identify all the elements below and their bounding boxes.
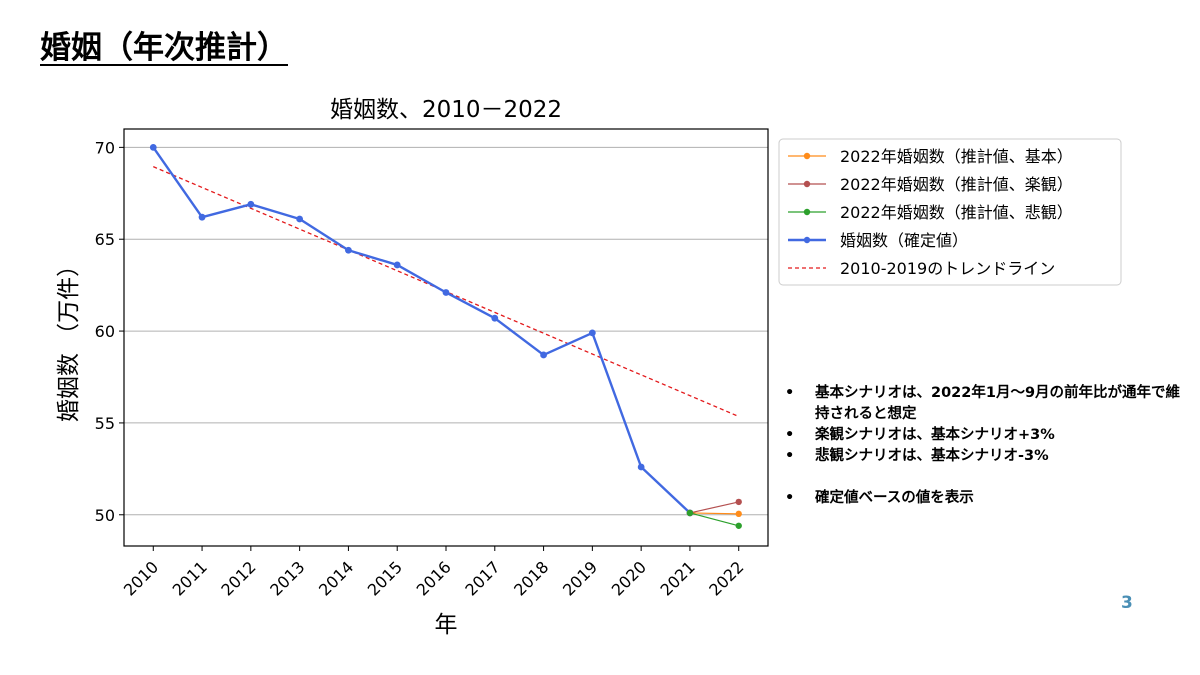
legend-entry-4: 2010-2019のトレンドライン (788, 259, 1055, 278)
legend-entry-3: 婚姻数（確定値） (788, 231, 968, 250)
legend-marker-1 (803, 180, 811, 188)
legend-frame (778, 138, 1122, 286)
legend-entry-0: 2022年婚姻数（推計値、基本） (788, 147, 1073, 166)
legend-marker-0 (803, 152, 811, 160)
x-tick-label-2012: 2012 (217, 557, 259, 599)
series-3 (149, 143, 694, 517)
y-tick-label-65: 65 (95, 230, 115, 249)
note-pessimistic-scenario: 悲観シナリオは、基本シナリオ-3% (785, 446, 1185, 467)
x-tick-label-2021: 2021 (657, 557, 699, 599)
legend-label-3: 婚姻数（確定値） (840, 231, 968, 250)
y-tick-label-55: 55 (95, 414, 115, 433)
legend-label-4: 2010-2019のトレンドライン (840, 259, 1055, 278)
x-tick-label-2013: 2013 (266, 557, 308, 599)
legend-marker-2 (803, 208, 811, 216)
legend-label-1: 2022年婚姻数（推計値、楽観） (840, 175, 1073, 194)
series-3-point-2017 (491, 314, 499, 322)
series-layer (149, 143, 742, 529)
series-2-point-2022 (735, 522, 742, 529)
x-tick-label-2017: 2017 (461, 557, 503, 599)
x-tick-label-2016: 2016 (413, 557, 455, 599)
slide-title: 婚姻（年次推計） (40, 22, 310, 67)
series-3-point-2013 (296, 215, 304, 223)
x-axis-label: 年 (435, 612, 458, 638)
legend-entry-2: 2022年婚姻数（推計値、悲観） (788, 203, 1073, 222)
legend-entry-1: 2022年婚姻数（推計値、楽観） (788, 175, 1073, 194)
x-tick-label-2015: 2015 (364, 557, 406, 599)
series-0-point-2022 (735, 510, 742, 518)
series-1-point-2022 (735, 498, 742, 506)
series-line-0 (689, 512, 739, 515)
series-3-point-2015 (393, 261, 401, 269)
plot-frame (123, 128, 769, 547)
legend-marker-3 (803, 236, 811, 244)
x-tick-label-2019: 2019 (559, 557, 601, 599)
series-line-3 (152, 146, 691, 514)
y-tick-label-70: 70 (95, 138, 115, 157)
series-0 (686, 509, 742, 518)
series-3-point-2012 (247, 200, 255, 208)
note-basic-scenario: 基本シナリオは、2022年1月～9月の前年比が通年で維持されると想定 (785, 383, 1185, 425)
x-tick-label-2010: 2010 (120, 557, 162, 599)
x-tick-label-2014: 2014 (315, 557, 357, 599)
series-3-point-2011 (198, 213, 206, 221)
series-3-point-2019 (588, 329, 596, 337)
legend-label-2: 2022年婚姻数（推計値、悲観） (840, 203, 1073, 222)
x-tick-label-2020: 2020 (608, 557, 650, 599)
series-3-point-2016 (442, 289, 450, 296)
series-2 (686, 509, 742, 529)
series-3-point-2018 (540, 351, 547, 359)
series-3-point-2014 (345, 246, 352, 254)
y-tick-label-50: 50 (95, 506, 115, 525)
series-2-point-2021 (686, 509, 694, 517)
grid-lines (124, 146, 768, 516)
notes-list: 基本シナリオは、2022年1月～9月の前年比が通年で維持されると想定 楽観シナリ… (785, 383, 1185, 509)
slide-title-text: 婚姻（年次推計） (40, 30, 288, 66)
note-optimistic-scenario: 楽観シナリオは、基本シナリオ+3% (785, 425, 1185, 446)
x-axis-ticks: 2010 2011 2012 2013 2014 2015 2016 2017 2018 2019… (120, 546, 748, 600)
legend-label-0: 2022年婚姻数（推計値、基本） (840, 147, 1073, 166)
y-tick-label-60: 60 (95, 322, 115, 341)
y-axis-ticks: 50 55 60 65 70 (95, 138, 124, 525)
note-confirmed-basis: 確定値ベースの値を表示 (785, 488, 1185, 509)
x-tick-label-2022: 2022 (705, 557, 747, 599)
series-3-point-2010 (149, 143, 157, 151)
series-3-point-2020 (637, 463, 645, 471)
legend: 2022年婚姻数（推計値、基本） 2022年婚姻数（推計値、楽観） 2022年婚姻数… (778, 138, 1122, 286)
x-tick-label-2018: 2018 (510, 557, 552, 599)
page-number: 3 (1121, 593, 1133, 613)
y-axis-label: 婚姻数 （万件） (56, 254, 82, 422)
series-line-2 (689, 512, 739, 527)
x-tick-label-2011: 2011 (169, 557, 211, 599)
series-line-1 (689, 501, 739, 514)
chart-title: 婚姻数、2010－2022 (330, 97, 562, 123)
